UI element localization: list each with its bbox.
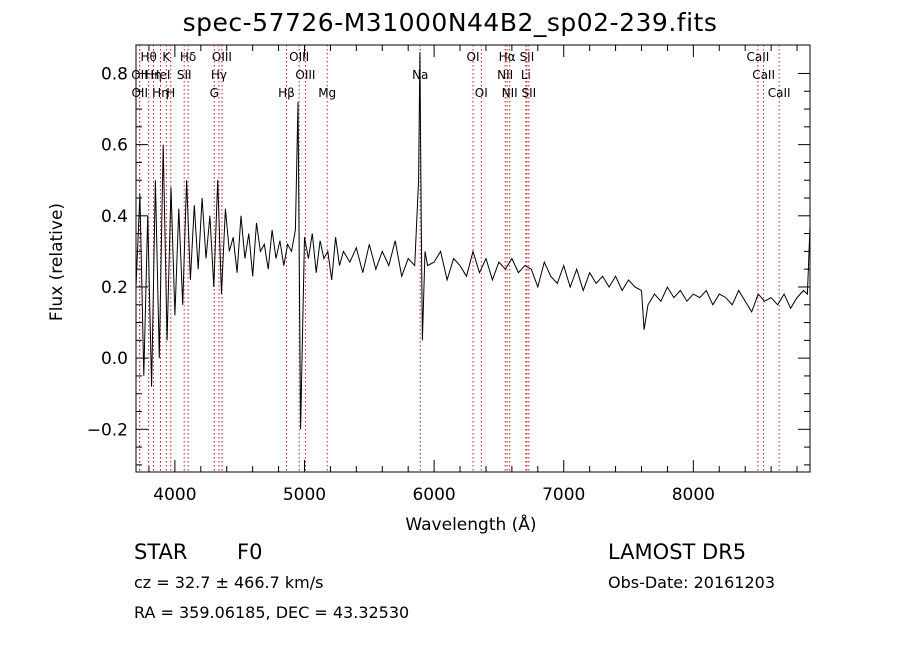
- spectral-line-label: Hγ: [211, 68, 227, 82]
- spectral-line-label: SII: [520, 50, 535, 64]
- spectral-line-label: Mg: [318, 86, 336, 100]
- x-tick-label: 5000: [283, 485, 326, 505]
- spectral-line-label: Li: [521, 68, 531, 82]
- sky-coordinates: RA = 359.06185, DEC = 43.32530: [134, 603, 410, 622]
- spectral-line-label: SII: [522, 86, 537, 100]
- spectral-line-label: NII: [502, 86, 518, 100]
- y-tick-label: 0.0: [101, 349, 128, 369]
- y-axis-ticks: −0.2 0.0 0.2 0.4 0.6 0.8: [87, 64, 810, 466]
- observation-date: Obs-Date: 20161203: [608, 573, 776, 592]
- flux-series-line: [135, 52, 811, 430]
- spectral-line-label: G: [210, 86, 219, 100]
- spectral-line-label: OIII: [212, 50, 232, 64]
- spectral-line-label: CaII: [752, 68, 775, 82]
- spectral-line-label: OI: [475, 86, 488, 100]
- y-tick-label: 0.4: [101, 207, 128, 227]
- spectral-line-label: OII: [131, 86, 148, 100]
- object-subclass: F0: [237, 540, 263, 564]
- chart-title: spec-57726-M31000N44B2_sp02-239.fits: [182, 8, 718, 37]
- x-tick-label: 6000: [412, 485, 455, 505]
- spectral-line-label: OI: [467, 50, 480, 64]
- y-tick-label: 0.8: [101, 64, 128, 84]
- spectral-line-label: K: [162, 50, 171, 64]
- spectral-line-label: Hη: [152, 86, 169, 100]
- x-tick-label: 7000: [542, 485, 585, 505]
- spectral-line-label: H: [166, 86, 175, 100]
- spectral-line-label: OIII: [295, 68, 315, 82]
- survey-name: LAMOST DR5: [608, 540, 747, 564]
- spectral-line-label: Hδ: [180, 50, 196, 64]
- y-tick-label: 0.2: [101, 278, 128, 298]
- x-tick-label: 4000: [153, 485, 196, 505]
- x-axis-label: Wavelength (Å): [405, 513, 536, 535]
- spectral-line-label: OIII: [289, 50, 309, 64]
- spectral-line-label: SII: [177, 68, 192, 82]
- y-axis-label: Flux (relative): [47, 203, 67, 321]
- spectral-line-label: CaII: [768, 86, 791, 100]
- x-tick-label: 8000: [672, 485, 715, 505]
- spectral-line-label: Hβ: [278, 86, 295, 100]
- spectral-line-label: Hη: [145, 68, 162, 82]
- spectral-line-label: OII: [131, 68, 148, 82]
- x-axis-ticks: 4000 5000 6000 7000 8000: [148, 45, 798, 505]
- spectral-line-label: Hα: [499, 50, 516, 64]
- spectral-line-label: Hθ: [141, 50, 157, 64]
- y-tick-label: 0.6: [101, 136, 128, 156]
- spectral-line-label: NII: [497, 68, 513, 82]
- redshift-velocity: cz = 32.7 ± 466.7 km/s: [134, 573, 324, 592]
- spectral-line-label: CaII: [746, 50, 769, 64]
- object-class: STAR: [134, 540, 188, 564]
- y-tick-label: −0.2: [87, 420, 128, 440]
- spectral-line-label: HeI: [151, 68, 171, 82]
